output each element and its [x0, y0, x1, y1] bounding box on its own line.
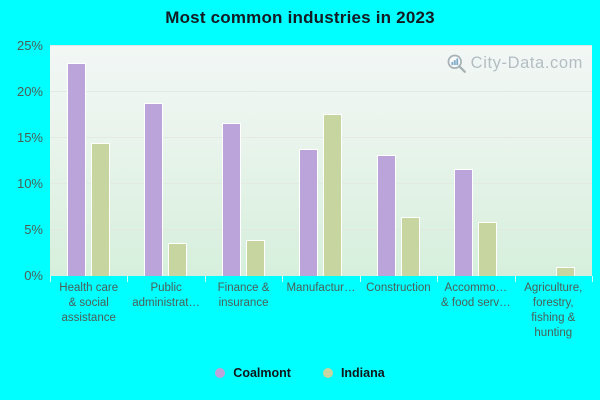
gridline — [50, 137, 592, 138]
x-axis-tick — [359, 276, 361, 282]
plot-area: City-Data.com — [50, 45, 592, 276]
legend-label: Indiana — [340, 366, 385, 380]
x-tick-label: Construction — [354, 281, 443, 296]
y-tick-label: 15% — [16, 130, 43, 145]
x-axis-tick — [127, 276, 129, 282]
legend-item-indiana: Indiana — [322, 366, 385, 380]
x-tick-label-line: & food serv… — [441, 297, 511, 309]
city-data-logo-icon — [447, 54, 466, 73]
bar-indiana — [400, 217, 420, 276]
bar-indiana — [555, 266, 575, 276]
x-tick-label-line: fishing & — [531, 312, 576, 324]
y-tick-label: 5% — [24, 222, 43, 237]
x-axis-tick — [514, 276, 516, 282]
legend: Coalmont Indiana — [0, 363, 600, 383]
x-tick-label-line: forestry, — [532, 297, 574, 309]
x-tick-label-line: Public — [150, 282, 182, 294]
x-tick-label-line: Manufactur… — [286, 282, 356, 294]
bar-coalmont — [144, 103, 164, 276]
bar-coalmont — [67, 62, 86, 276]
y-tick-label: 20% — [16, 84, 43, 99]
x-tick-label-line: Construction — [366, 282, 431, 294]
x-tick-label-line: assistance — [61, 312, 116, 324]
x-tick-label-line: Accommo… — [444, 282, 508, 294]
gridline — [50, 229, 592, 230]
bar-indiana — [91, 142, 110, 276]
x-tick-label-line: Agriculture, — [524, 282, 583, 294]
x-axis-tick — [437, 276, 439, 282]
x-tick-label-line: Finance & — [217, 282, 270, 294]
gridline — [50, 183, 592, 184]
bar-indiana — [323, 114, 343, 276]
x-tick-label-line: hunting — [534, 327, 573, 339]
x-axis-tick — [592, 276, 593, 282]
x-axis-tick — [282, 276, 284, 282]
bar-coalmont — [376, 155, 396, 276]
x-tick-label: Accommo… & food serv… — [431, 281, 520, 311]
bar-indiana — [245, 240, 265, 276]
bar-coalmont — [454, 169, 474, 276]
legend-label: Coalmont — [233, 366, 291, 380]
gridline — [50, 91, 592, 92]
watermark-text: City-Data.com — [470, 54, 583, 72]
bar-indiana — [168, 242, 188, 276]
x-tick-label: Manufactur… — [276, 281, 365, 296]
x-tick-label: Agriculture, forestry, fishing & hunting — [509, 281, 598, 341]
x-axis-tick — [50, 276, 51, 282]
y-axis-labels: 0% 5% 10% 15% 20% 25% — [0, 38, 43, 283]
y-tick-label: 25% — [16, 38, 43, 53]
x-tick-label-line: & social — [68, 297, 109, 309]
x-tick-label: Finance & insurance — [199, 281, 288, 311]
legend-swatch-icon — [322, 368, 333, 378]
bar-indiana — [478, 221, 498, 276]
watermark: City-Data.com — [446, 53, 583, 74]
bar-coalmont — [299, 149, 319, 276]
x-tick-label: Public administrat… — [121, 281, 210, 311]
legend-swatch-icon — [215, 368, 226, 378]
y-tick-label: 10% — [16, 176, 43, 191]
x-axis-tick — [204, 276, 206, 282]
x-tick-label-line: Health care — [59, 282, 119, 294]
chart-title: Most common industries in 2023 — [165, 8, 435, 27]
legend-item-coalmont: Coalmont — [215, 366, 291, 380]
x-tick-label-line: insurance — [218, 297, 269, 309]
x-tick-label: Health care & social assistance — [44, 281, 133, 326]
axis-boundary-ticks — [50, 275, 593, 283]
x-tick-label-line: administrat… — [132, 297, 200, 309]
bar-coalmont — [221, 123, 241, 276]
y-tick-label: 0% — [24, 268, 43, 283]
